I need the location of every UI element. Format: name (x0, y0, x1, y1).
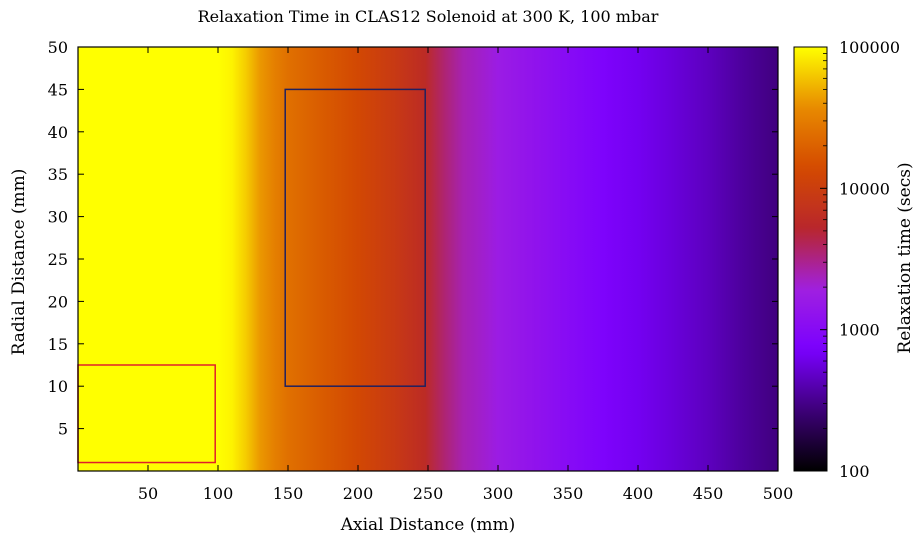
y-tick-label: 45 (48, 80, 68, 99)
x-tick-label: 200 (343, 484, 374, 503)
y-tick-label: 40 (48, 123, 68, 142)
y-tick-label: 25 (48, 250, 68, 269)
x-tick-label: 250 (413, 484, 444, 503)
colorbar-tick-label: 1000 (839, 321, 880, 340)
x-tick-label: 500 (763, 484, 794, 503)
x-tick-label: 350 (553, 484, 584, 503)
plot-area (77, 46, 779, 472)
chart-title: Relaxation Time in CLAS12 Solenoid at 30… (198, 7, 659, 26)
colorbar-ticks: 100 1000 10000 100000 (820, 38, 900, 481)
x-tick-label: 450 (693, 484, 724, 503)
y-axis: 5 10 15 20 25 30 35 40 45 50 (48, 38, 778, 439)
y-tick-label: 10 (48, 377, 68, 396)
y-axis-label: Radial Distance (mm) (9, 169, 29, 356)
region-2 (284, 88, 426, 387)
x-tick-label: 150 (273, 484, 304, 503)
heatmap-field (78, 47, 778, 471)
x-tick-label: 50 (138, 484, 158, 503)
y-tick-label: 35 (48, 165, 68, 184)
colorbar-label: Relaxation time (secs) (895, 162, 915, 353)
colorbar-gradient (793, 46, 828, 472)
x-tick-label: 100 (203, 484, 234, 503)
y-tick-label: 50 (48, 38, 68, 57)
colorbar-tick-label: 100000 (839, 38, 900, 57)
colorbar: 100 1000 10000 100000 (793, 38, 900, 481)
x-tick-label: 300 (483, 484, 514, 503)
colorbar-tick-label: 100 (839, 462, 870, 481)
y-tick-label: 15 (48, 335, 68, 354)
y-tick-label: 5 (58, 420, 68, 439)
colorbar-tick-label: 10000 (839, 179, 890, 198)
x-tick-label: 400 (623, 484, 654, 503)
x-axis: 50 100 150 200 250 300 350 400 450 500 (138, 47, 793, 503)
y-tick-label: 30 (48, 208, 68, 227)
y-tick-label: 20 (48, 292, 68, 311)
x-axis-label: Axial Distance (mm) (340, 515, 515, 534)
